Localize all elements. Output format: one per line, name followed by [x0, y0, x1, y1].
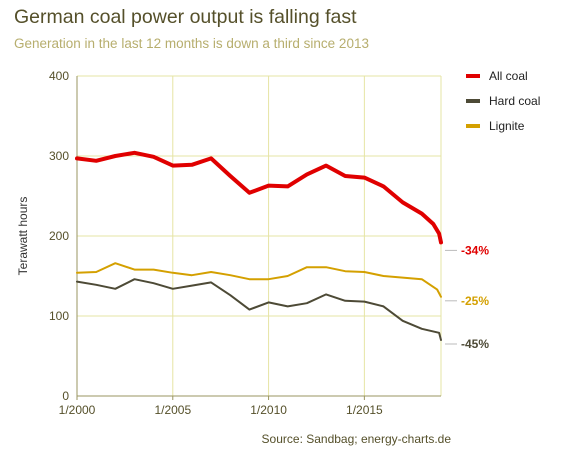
end-label-lignite: -25% [461, 294, 489, 308]
axes [76, 76, 441, 400]
chart-subtitle: Generation in the last 12 months is down… [14, 36, 369, 51]
y-tick-label-300: 300 [49, 149, 69, 163]
grid-lines [77, 75, 442, 396]
series-line-hard-coal [76, 278, 442, 341]
legend-label-hard-coal: Hard coal [489, 94, 540, 108]
legend-label-lignite: Lignite [489, 119, 525, 133]
end-label-all-coal: -34% [461, 243, 489, 257]
series-lines [75, 150, 457, 345]
end-label-hard-coal: -45% [461, 337, 489, 351]
y-tick-label-200: 200 [49, 229, 69, 243]
tick-labels: 0 100 200 300 400 1/2000 1/2005 1/2010 1/2015 -34… [49, 69, 489, 417]
series-line-all-coal [75, 150, 443, 245]
y-tick-label-100: 100 [49, 309, 69, 323]
x-tick-label-2005: 1/2005 [154, 403, 191, 417]
chart-title: German coal power output is falling fast [14, 6, 357, 28]
y-tick-label-400: 400 [49, 69, 69, 83]
y-tick-label-0: 0 [62, 389, 69, 403]
x-tick-label-2010: 1/2010 [250, 403, 287, 417]
x-tick-label-2000: 1/2000 [59, 403, 96, 417]
legend: All coal Hard coal Lignite [466, 69, 540, 133]
x-tick-label-2015: 1/2015 [346, 403, 383, 417]
series-line-lignite [76, 262, 442, 298]
source-note: Source: Sandbag; energy-charts.de [261, 432, 451, 446]
y-axis-label: Terawatt hours [16, 197, 30, 276]
legend-label-all-coal: All coal [489, 69, 528, 83]
